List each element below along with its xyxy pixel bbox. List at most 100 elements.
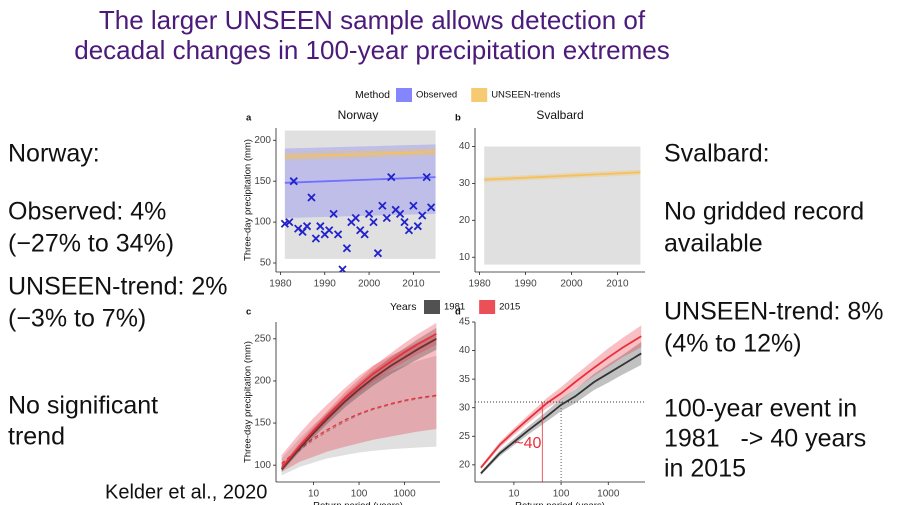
legend-swatch	[424, 300, 440, 314]
x-tick-label: 2000	[358, 279, 381, 290]
left-notes: Norway: Observed: 4% (−27% to 34%) UNSEEN-t…	[8, 140, 228, 451]
band	[484, 146, 641, 265]
note-line: (4% to 12%)	[664, 330, 802, 358]
band	[284, 130, 436, 259]
band	[281, 327, 437, 472]
y-tick-label: 20	[459, 459, 471, 470]
cross-marker	[364, 209, 374, 219]
y-tick-label: 45	[459, 317, 471, 328]
band	[281, 335, 437, 472]
line	[281, 395, 437, 466]
note-line: Observed: 4%	[8, 198, 166, 226]
legend-swatch	[471, 88, 488, 102]
legend-label: Observed	[416, 90, 457, 101]
cross-marker	[351, 213, 360, 223]
cross-marker	[311, 234, 321, 243]
note-line: trend	[8, 423, 65, 451]
y-tick-label: 35	[459, 374, 471, 385]
cross-marker	[333, 230, 343, 239]
y-tick-label: 100	[254, 460, 271, 471]
line	[281, 338, 437, 470]
note-line: No gridded record	[664, 198, 864, 226]
x-tick-label: 2010	[606, 279, 629, 290]
line	[480, 352, 642, 475]
cross-marker	[378, 201, 387, 210]
x-tick-label: 2010	[402, 279, 425, 290]
x-tick-label: 100	[553, 489, 570, 500]
x-tick-label: 1990	[514, 279, 537, 290]
cross-marker	[298, 227, 307, 237]
panel-title: Svalbard	[536, 108, 583, 122]
cross-marker	[387, 172, 396, 182]
note-line: Svalbard:	[664, 140, 770, 168]
y-tick-label: 200	[254, 376, 271, 387]
cross-marker	[325, 226, 334, 235]
slide-title: The larger UNSEEN sample allows detectio…	[99, 5, 646, 35]
x-tick-label: 100	[351, 489, 368, 500]
cross-marker	[422, 172, 431, 182]
note-line: 100-year event in	[664, 395, 857, 423]
x-axis-label: Return period (years)	[313, 501, 403, 505]
legend-label: 2015	[499, 302, 520, 313]
panel-letter: d	[455, 307, 461, 318]
legend-label: 1981	[444, 302, 465, 313]
y-tick-label: 10	[459, 252, 471, 263]
note-line: available	[664, 230, 763, 258]
cross-marker	[307, 193, 316, 202]
cross-marker	[342, 244, 352, 253]
cross-marker	[369, 217, 378, 227]
plot	[475, 325, 645, 482]
plot	[484, 146, 641, 265]
cross-marker	[280, 219, 290, 228]
x-axis-label: Return period (years)	[515, 501, 605, 505]
x-tick-label: 1980	[269, 279, 292, 290]
cross-marker	[289, 177, 298, 186]
y-tick-label: 30	[459, 402, 471, 413]
y-tick-label: 20	[459, 215, 471, 226]
cross-marker	[302, 222, 312, 231]
x-tick-label: 1000	[597, 489, 620, 500]
band	[281, 355, 437, 476]
note-line: (−27% to 34%)	[8, 230, 174, 258]
annotation: ~40	[514, 435, 541, 452]
cross-marker	[316, 222, 325, 231]
x-tick-label: 1990	[314, 279, 337, 290]
legend-label: UNSEEN-trends	[491, 90, 560, 101]
note-line: UNSEEN-trend: 2%	[8, 273, 228, 301]
note-line: 1981 -> 40 years	[664, 425, 866, 453]
y-axis-label: Three-day precipitation (mm)	[243, 341, 254, 463]
x-tick-label: 10	[308, 489, 320, 500]
x-tick-label: 10	[508, 489, 520, 500]
band	[284, 144, 436, 218]
band	[281, 322, 437, 471]
line	[484, 171, 641, 181]
y-tick-label: 25	[459, 431, 471, 442]
legend-swatch	[479, 300, 496, 314]
cross-marker	[373, 249, 383, 258]
y-tick-label: 100	[254, 217, 271, 228]
panel-letter: c	[246, 307, 251, 318]
y-tick-label: 30	[459, 178, 471, 189]
legend-title: Method	[355, 89, 390, 101]
slide-title: decadal changes in 100-year precipitatio…	[74, 35, 669, 65]
cross-marker	[329, 209, 338, 219]
cross-marker	[285, 217, 294, 227]
note-line: UNSEEN-trend: 8%	[664, 298, 884, 326]
y-tick-label: 50	[260, 258, 272, 269]
cross-marker	[400, 217, 409, 227]
legend-title: Years	[390, 301, 416, 313]
note-line: in 2015	[664, 455, 746, 483]
x-tick-label: 1000	[393, 489, 416, 500]
plot	[280, 130, 436, 272]
cross-marker	[409, 201, 418, 210]
note-line: Norway:	[8, 140, 100, 168]
right-notes: Svalbard: No gridded record available UNSEE…	[664, 140, 884, 483]
y-tick-label: 40	[459, 141, 471, 152]
y-axis-label: Three-day precipitation (mm)	[243, 139, 254, 261]
line	[280, 333, 437, 469]
cross-marker	[426, 203, 436, 212]
line	[480, 335, 642, 469]
y-tick-label: 150	[254, 176, 271, 187]
y-tick-label: 40	[459, 345, 471, 356]
